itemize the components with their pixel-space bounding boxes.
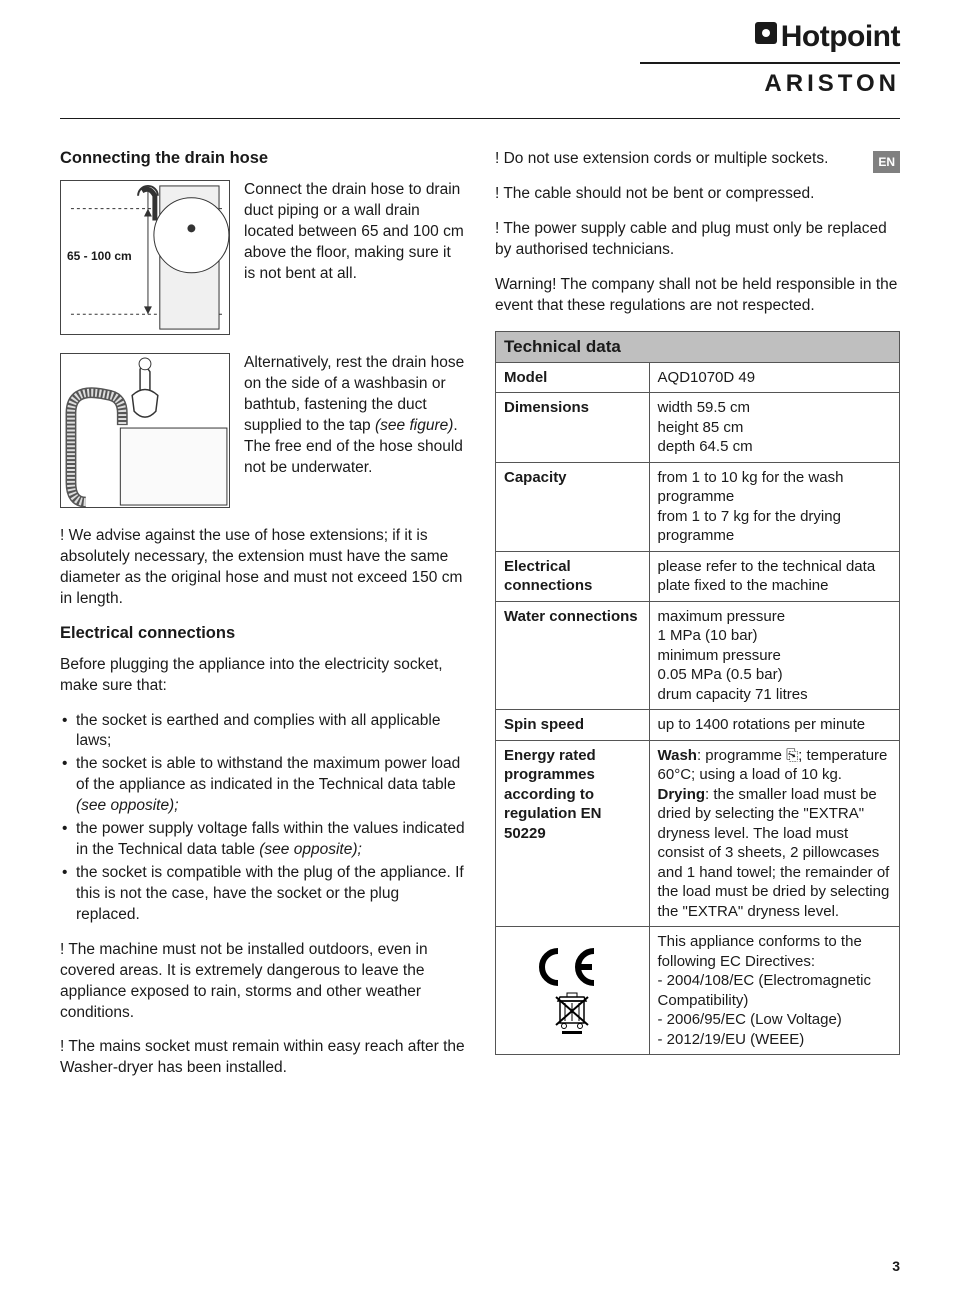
table-row: Electrical connections please refer to t… [496,551,900,601]
row-label: Dimensions [496,393,650,463]
ce-mark-icon [532,947,612,987]
table-row: Energy ra­ted programmes according to re… [496,740,900,927]
heading-electrical: Electrical connections [60,624,465,643]
table-row: This appliance conforms to the following… [496,927,900,1055]
table-row: Water con­nections maximum pressure 1 MP… [496,601,900,710]
warn-company: Warning! The company shall not be held r… [495,275,900,317]
heading-drain-hose: Connecting the drain hose [60,149,465,168]
row-value: please refer to the technical data plate… [649,551,899,601]
top-rule [60,118,900,119]
brand-hotpoint: Hotpoint [60,20,900,54]
diagram-drain-basin [60,353,230,508]
table-row: Capacity from 1 to 10 kg for the wash pr… [496,462,900,551]
diagram-drain-height: 65 - 100 cm [60,180,230,335]
row-value: up to 1400 rotations per minute [649,710,899,741]
table-header: Technical data [496,331,900,362]
right-column: EN ! Do not use extension cords or multi… [495,149,900,1093]
text-elec-intro: Before plugging the appliance into the e… [60,655,465,697]
warn-outdoor: ! The machine must not be installed outd… [60,940,465,1024]
warn-extension-cords: ! Do not use extension cords or multiple… [495,149,900,170]
left-column: Connecting the drain hose 65 - 100 cm [60,149,465,1093]
brand-divider [640,62,900,64]
bullet-item: the socket is able to withstand the maxi… [60,754,465,817]
row-label: Model [496,362,650,393]
text-drain-basin: Alternatively, rest the drain hose on th… [244,353,465,479]
row-value: AQD1070D 49 [649,362,899,393]
bullet-item: the socket is compatible with the plug o… [60,863,465,926]
row-label: Spin speed [496,710,650,741]
row-value: This appliance conforms to the following… [649,927,899,1055]
row-label: Capacity [496,462,650,551]
row-value: maximum pressure 1 MPa (10 bar) minimum … [649,601,899,710]
weee-bin-icon [552,991,592,1035]
language-badge: EN [873,151,900,173]
row-value: from 1 to 10 kg for the wash programme f… [649,462,899,551]
technical-data-table: Technical data Model AQD1070D 49 Dimensi… [495,331,900,1056]
row-label: Electrical connections [496,551,650,601]
brand-header: Hotpoint ARISTON [60,20,900,98]
bullet-item: the socket is earthed and complies with … [60,711,465,753]
warn-cable-bent: ! The cable should not be bent or compre… [495,184,900,205]
brand-ariston: ARISTON [60,70,900,98]
row-label: Energy ra­ted programmes according to re… [496,740,650,927]
warn-plug-replace: ! The power supply cable and plug must o… [495,219,900,261]
row-value: Wash: programme ⎘; tem­perature 60°C; us… [649,740,899,927]
row-value: width 59.5 cm height 85 cm depth 64.5 cm [649,393,899,463]
table-row: Dimensions width 59.5 cm height 85 cm de… [496,393,900,463]
bullet-item: the power supply voltage falls within th… [60,819,465,861]
cert-icons [496,927,650,1055]
warn-mains-reach: ! The mains socket must remain within ea… [60,1037,465,1079]
diagram-height-label: 65 - 100 cm [67,249,132,263]
warn-hose-extension: ! We advise against the use of hose exte… [60,526,465,610]
text-drain-connect: Connect the drain hose to drain duct pip… [244,180,465,285]
row-label: Water con­nections [496,601,650,710]
elec-bullets: the socket is earthed and complies with … [60,711,465,926]
table-row: Model AQD1070D 49 [496,362,900,393]
table-row: Spin speed up to 1400 rotations per minu… [496,710,900,741]
page-number: 3 [892,1258,900,1274]
